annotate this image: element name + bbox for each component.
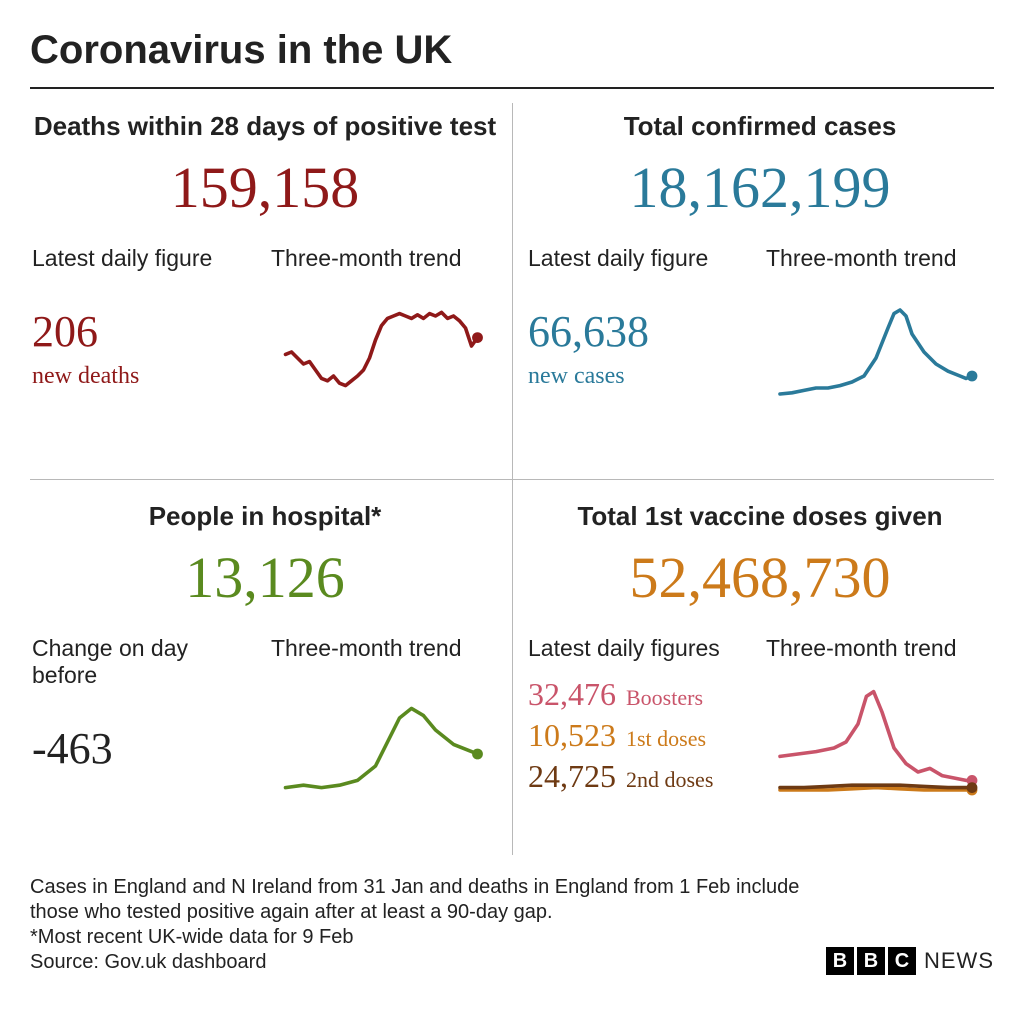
panel-cases-title: Total confirmed cases bbox=[528, 111, 992, 142]
panel-vaccines-title: Total 1st vaccine doses given bbox=[528, 501, 992, 532]
bbc-box-1: B bbox=[826, 947, 854, 975]
vaccines-trend-label: Three-month trend bbox=[766, 635, 992, 662]
vaccine-row-label: Boosters bbox=[626, 685, 703, 711]
vaccine-row-number: 32,476 bbox=[528, 676, 616, 713]
hospital-sparkline bbox=[271, 682, 498, 802]
panel-hospital-title: People in hospital* bbox=[32, 501, 498, 532]
deaths-daily-label: Latest daily figure bbox=[32, 245, 259, 272]
bbc-box-2: B bbox=[857, 947, 885, 975]
cases-daily-label: Latest daily figure bbox=[528, 245, 754, 272]
footer: Cases in England and N Ireland from 31 J… bbox=[30, 871, 994, 975]
footnote-1: Cases in England and N Ireland from 31 J… bbox=[30, 875, 826, 925]
deaths-trend-label: Three-month trend bbox=[271, 245, 498, 272]
deaths-total: 159,158 bbox=[32, 154, 498, 221]
cases-total: 18,162,199 bbox=[528, 154, 992, 221]
vaccines-sparkline bbox=[766, 682, 992, 802]
vaccines-daily-label: Latest daily figures bbox=[528, 635, 754, 662]
panel-hospital: People in hospital* 13,126 Change on day… bbox=[30, 479, 512, 869]
vaccine-row-label: 2nd doses bbox=[626, 767, 713, 793]
vaccine-rows: 32,476 Boosters 10,523 1st doses 24,725 2nd d… bbox=[528, 676, 754, 799]
hospital-change-number: -463 bbox=[32, 723, 259, 774]
hospital-change-label: Change on day before bbox=[32, 635, 259, 689]
vaccine-row: 32,476 Boosters bbox=[528, 676, 754, 713]
footnote-2: *Most recent UK-wide data for 9 Feb bbox=[30, 925, 826, 950]
vaccine-row-number: 24,725 bbox=[528, 758, 616, 795]
vaccine-row-label: 1st doses bbox=[626, 726, 706, 752]
cases-sparkline bbox=[766, 292, 992, 412]
vaccine-row: 10,523 1st doses bbox=[528, 717, 754, 754]
panel-deaths: Deaths within 28 days of positive test 1… bbox=[30, 89, 512, 479]
footnotes: Cases in England and N Ireland from 31 J… bbox=[30, 875, 826, 975]
panel-cases: Total confirmed cases 18,162,199 Latest … bbox=[512, 89, 994, 479]
vaccine-row-number: 10,523 bbox=[528, 717, 616, 754]
vaccines-total: 52,468,730 bbox=[528, 544, 992, 611]
deaths-daily-number: 206 bbox=[32, 306, 259, 357]
deaths-daily-caption: new deaths bbox=[32, 363, 259, 390]
cases-trend-label: Three-month trend bbox=[766, 245, 992, 272]
panel-deaths-title: Deaths within 28 days of positive test bbox=[32, 111, 498, 142]
hospital-total: 13,126 bbox=[32, 544, 498, 611]
bbc-news-text: NEWS bbox=[924, 948, 994, 974]
cases-daily-caption: new cases bbox=[528, 363, 754, 390]
hospital-trend-label: Three-month trend bbox=[271, 635, 498, 662]
bbc-box-3: C bbox=[888, 947, 916, 975]
source-line: Source: Gov.uk dashboard bbox=[30, 950, 826, 975]
stats-grid: Deaths within 28 days of positive test 1… bbox=[30, 89, 994, 869]
cases-daily-number: 66,638 bbox=[528, 306, 754, 357]
deaths-sparkline bbox=[271, 292, 498, 412]
grid-horizontal-divider bbox=[30, 479, 994, 480]
bbc-news-logo: B B C NEWS bbox=[826, 947, 994, 975]
panel-vaccines: Total 1st vaccine doses given 52,468,730… bbox=[512, 479, 994, 869]
page-title: Coronavirus in the UK bbox=[30, 28, 994, 73]
vaccine-row: 24,725 2nd doses bbox=[528, 758, 754, 795]
